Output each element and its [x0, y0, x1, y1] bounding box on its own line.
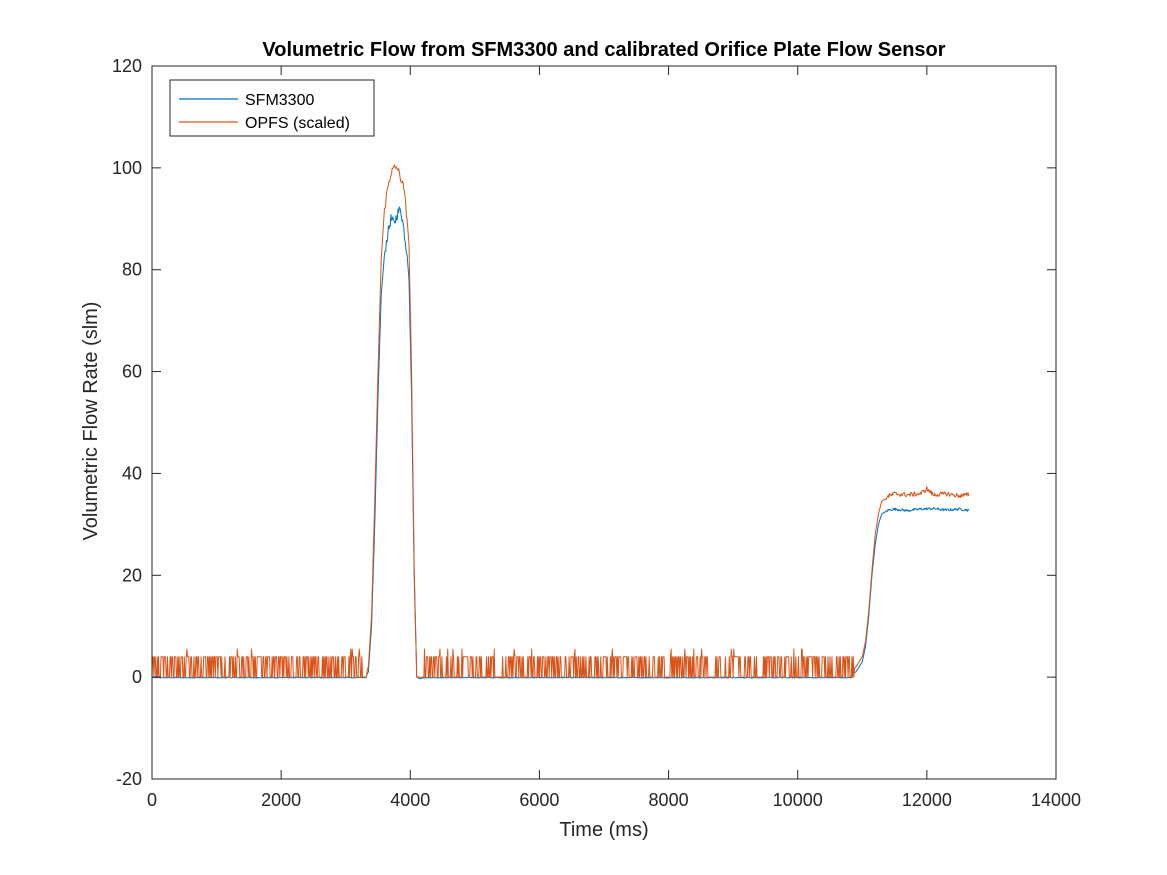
y-axis-label: Volumetric Flow Rate (slm) — [80, 302, 102, 541]
legend: SFM3300 OPFS (scaled) — [169, 79, 375, 137]
series-line-sfm3300 — [152, 206, 970, 680]
chart-title: Volumetric Flow from SFM3300 and calibra… — [262, 39, 945, 61]
series-line-opfs-scaled — [152, 164, 970, 678]
series-layer — [152, 164, 970, 680]
x-axis-label: Time (ms) — [559, 819, 648, 841]
y-tick-label: 100 — [112, 158, 142, 178]
y-tick-label: 0 — [132, 667, 142, 687]
axes-layer — [151, 65, 1057, 780]
x-tick-label: 6000 — [519, 790, 559, 810]
x-tick-label: 14000 — [1031, 790, 1081, 810]
legend-label-opfs: OPFS (scaled) — [245, 115, 350, 132]
x-tick-label: 8000 — [649, 790, 689, 810]
y-tick-label: 120 — [112, 56, 142, 76]
axes-box — [151, 65, 1057, 780]
legend-label-sfm3300: SFM3300 — [245, 92, 314, 109]
y-tick-label: 80 — [122, 260, 142, 280]
x-tick-label: 4000 — [390, 790, 430, 810]
x-tick-label: 0 — [147, 790, 157, 810]
y-tick-label: 40 — [122, 463, 142, 483]
y-tick-label: 60 — [122, 362, 142, 382]
x-tick-label: 12000 — [902, 790, 952, 810]
y-tick-label: 20 — [122, 565, 142, 585]
x-tick-label: 10000 — [773, 790, 823, 810]
ticks-layer: 0 2000 4000 6000 8000 10000 12000 14000-2002040… — [112, 56, 1081, 810]
x-tick-label: 2000 — [261, 790, 301, 810]
legend-box — [169, 79, 375, 137]
y-tick-label: -20 — [116, 769, 142, 789]
